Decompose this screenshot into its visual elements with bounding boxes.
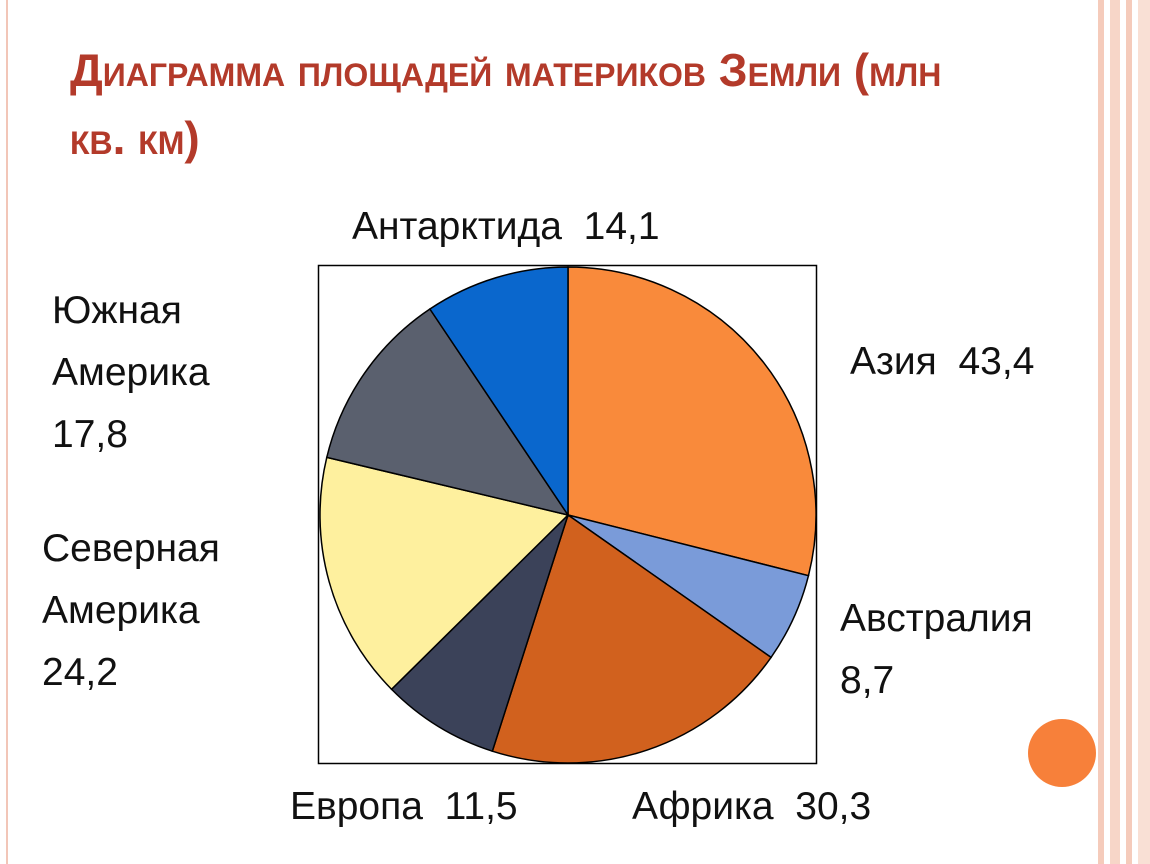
value-label: 8,7 [840, 659, 895, 702]
pie-slice [567, 266, 817, 577]
slice-label: Северная Америка 24,2 [42, 518, 262, 704]
pie-slice [319, 456, 570, 691]
value-label: 24,2 [42, 651, 118, 694]
pie-slice [491, 513, 773, 764]
stripe [1110, 0, 1120, 864]
slice-label: Австралия 8,7 [840, 588, 1080, 712]
value-label: 43,4 [958, 340, 1035, 383]
slice-label: Южная Америка 17,8 [52, 280, 262, 466]
value-label: 17,8 [52, 413, 128, 456]
category-label: Южная Америка [52, 289, 210, 394]
category-label: Северная Америка [42, 527, 220, 632]
pie-slice [428, 266, 569, 518]
category-label: Австралия [840, 597, 1033, 640]
value-label: 14,1 [583, 205, 660, 248]
stripe [1126, 0, 1132, 864]
category-label: Антарктида [352, 205, 562, 248]
category-label: Азия [850, 340, 937, 383]
value-label: 30,3 [795, 785, 872, 828]
decor-circle [1028, 719, 1096, 787]
slice-label: Европа 11,5 [290, 776, 590, 838]
pie-slice [390, 514, 569, 753]
value-label: 11,5 [444, 785, 518, 828]
category-label: Европа [290, 785, 423, 828]
stripe [1138, 0, 1150, 864]
stripe [1098, 0, 1104, 864]
category-label: Африка [632, 785, 774, 828]
chart-title: Диаграмма площадей материков Земли (млн … [70, 44, 942, 164]
slice-label: Африка 30,3 [632, 776, 932, 838]
slice-label: Антарктида 14,1 [352, 196, 752, 258]
pie-slice [325, 307, 570, 517]
slice-label: Азия 43,4 [850, 331, 1110, 393]
